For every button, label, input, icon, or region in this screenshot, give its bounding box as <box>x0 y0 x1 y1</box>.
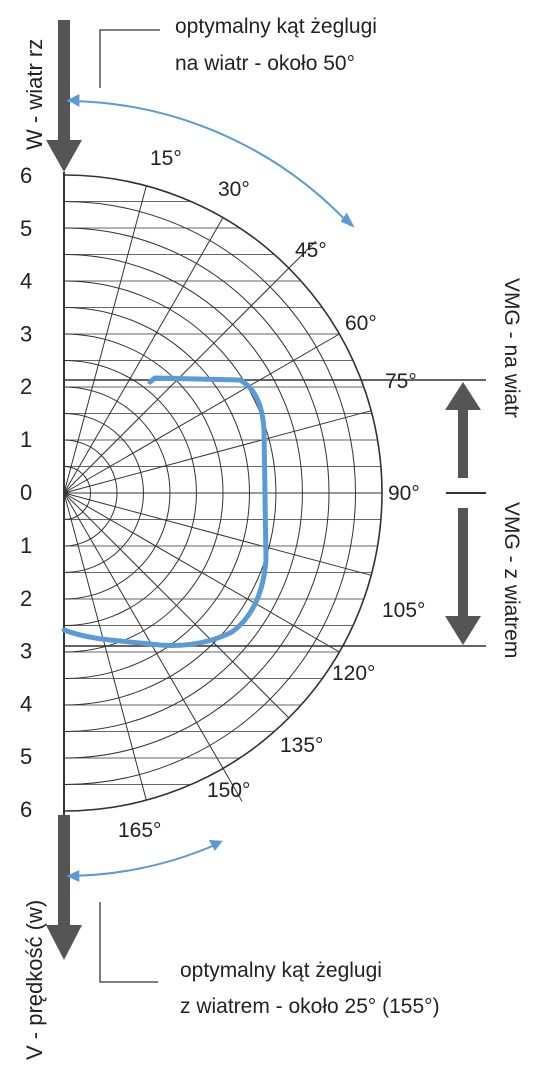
wind-axis-title: W - wiatr rz <box>22 39 47 150</box>
angle-label: 120° <box>332 662 375 685</box>
radial-line <box>63 492 290 719</box>
angle-label: 105° <box>382 599 425 622</box>
axis-tick-label: 5 <box>20 744 32 769</box>
angle-label: 45° <box>295 239 327 262</box>
axis-ticks: 6 5 4 3 2 1 0 1 2 3 4 5 6 <box>20 163 32 822</box>
vmg-downwind-label: VMG - z wiatrem <box>500 502 523 658</box>
axis-tick-label: 3 <box>20 321 32 346</box>
vmg-arrow-head-up <box>445 382 481 410</box>
radial-line <box>63 410 372 494</box>
radial-line <box>63 240 317 494</box>
axis-tick-label: 1 <box>20 533 32 558</box>
axis-tick-label: 1 <box>20 427 32 452</box>
radial-line <box>63 492 372 576</box>
vmg-upwind-label: VMG - na wiatr <box>500 278 523 418</box>
axis-tick-label: 2 <box>20 374 32 399</box>
optimal-upwind-arrowhead-start <box>67 94 80 108</box>
bottom-annotation-line2: z wiatrem - około 25° (155°) <box>180 995 440 1018</box>
speed-arrow-shaft <box>58 815 70 925</box>
top-annotation-line2: na wiatr - około 50° <box>175 52 355 75</box>
angle-label: 75° <box>385 370 417 393</box>
radial-line <box>63 217 224 494</box>
polar-curve <box>61 375 269 648</box>
vmg-arrow-head-down <box>445 616 481 645</box>
angle-label: 150° <box>207 779 250 802</box>
axis-tick-label: 4 <box>20 269 32 294</box>
axis-tick-label: 6 <box>20 163 32 188</box>
optimal-downwind-arc <box>67 841 221 877</box>
top-annotation-line1: optymalny kąt żeglugi <box>175 15 377 38</box>
vmg-arrow-shaft-down <box>458 508 468 616</box>
angle-label: 60° <box>345 312 377 335</box>
top-callout-leader <box>99 29 160 88</box>
axis-tick-label: 0 <box>20 480 32 505</box>
speed-axis-title: V - prędkość (w) <box>22 900 47 1060</box>
angle-label: 90° <box>388 482 420 505</box>
optimal-downwind-arrowhead-start <box>66 869 80 882</box>
axis-tick-label: 6 <box>20 797 32 822</box>
angle-labels: 15° 30° 45° 60° 75° 90° 105° 120° 135° 150° 165° <box>118 147 425 842</box>
wind-arrow-head <box>46 140 82 172</box>
optimal-upwind-arc <box>67 100 352 227</box>
axis-tick-label: 2 <box>20 586 32 611</box>
speed-arrow-head <box>46 925 82 960</box>
polar-grid <box>63 174 383 812</box>
radial-line <box>63 492 243 802</box>
wind-arrow-shaft <box>58 20 70 140</box>
angle-label: 30° <box>218 178 250 201</box>
optimal-upwind-arrowhead-end <box>340 212 355 228</box>
angle-label: 15° <box>150 147 182 170</box>
axis-tick-label: 3 <box>20 639 32 664</box>
bottom-annotation-line1: optymalny kąt żeglugi <box>180 959 382 982</box>
radial-line <box>63 185 147 494</box>
optimal-downwind-arrowhead-end <box>208 839 223 851</box>
vmg-arrow-shaft-up <box>458 410 468 478</box>
bottom-callout-leader <box>99 902 158 983</box>
angle-label: 165° <box>118 819 161 842</box>
angle-label: 135° <box>280 734 323 757</box>
axis-tick-label: 4 <box>20 691 32 716</box>
axis-tick-label: 5 <box>20 216 32 241</box>
